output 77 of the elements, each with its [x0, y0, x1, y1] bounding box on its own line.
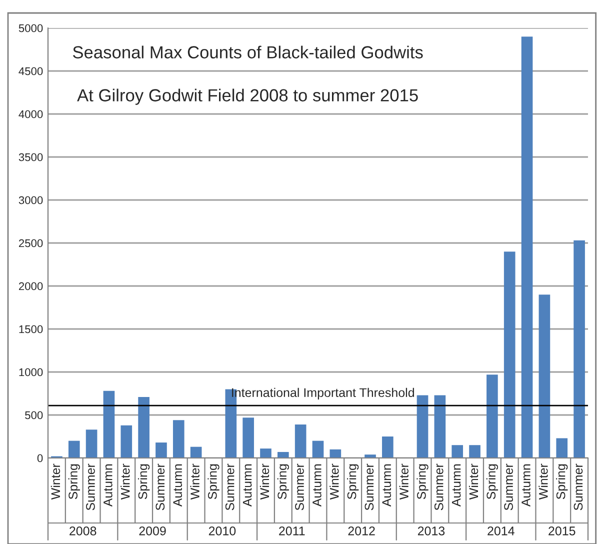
- x-tick-label: Autumn: [104, 464, 112, 507]
- x-tick-label: Winter: [468, 464, 478, 500]
- x-tick-label: Winter: [190, 464, 200, 500]
- bar: [452, 445, 464, 458]
- x-tick-label: Autumn: [522, 464, 530, 507]
- x-tick-label: Spring: [556, 464, 568, 500]
- x-tick-label: Summer: [574, 464, 583, 510]
- x-tick-label: Winter: [120, 464, 130, 500]
- bar: [278, 452, 289, 458]
- x-tick-label: Winter: [399, 464, 408, 500]
- x-tick-label: Summer: [225, 464, 234, 510]
- text: 2008: [70, 526, 96, 536]
- y-tick-label: 2000: [18, 282, 43, 290]
- x-tick-label: Winter: [260, 464, 270, 500]
- x-tick-label: Spring: [138, 464, 150, 500]
- bar: [190, 446, 202, 458]
- bar: [156, 442, 167, 458]
- bar: [242, 418, 254, 458]
- x-tick-label: Autumn: [382, 464, 392, 507]
- text: 2009: [139, 526, 166, 536]
- x-tick-label: Autumn: [452, 464, 461, 507]
- bar: [294, 424, 306, 458]
- x-tick-label: Summer: [156, 464, 165, 510]
- y-tick-label: 0: [37, 454, 43, 462]
- bar: [312, 440, 324, 458]
- x-tick-label: Summer: [295, 464, 304, 510]
- bar: [86, 430, 98, 458]
- x-tick-label: Spring: [416, 464, 428, 500]
- bar: [330, 449, 342, 458]
- x-tick-label: Winter: [50, 464, 60, 500]
- y-tick-label: 5000: [18, 24, 43, 32]
- x-tick-label: Autumn: [242, 464, 252, 507]
- bar: [260, 448, 272, 458]
- x-tick-label: Autumn: [312, 464, 322, 507]
- text: 2015: [548, 526, 576, 536]
- x-tick-label: Spring: [486, 464, 498, 500]
- bar: [120, 425, 132, 458]
- bar: [416, 395, 428, 458]
- bar: [68, 440, 80, 458]
- x-tick-label: Winter: [330, 464, 339, 500]
- y-tick-label: 4000: [18, 110, 43, 118]
- x-tick-label: Summer: [434, 464, 444, 510]
- text: 2010: [208, 526, 236, 536]
- text: 2012: [348, 526, 375, 536]
- y-tick-label: 500: [25, 411, 43, 420]
- bar: [486, 374, 498, 458]
- y-tick-label: 4500: [18, 67, 43, 76]
- bar: [172, 420, 184, 458]
- bar: [103, 390, 115, 458]
- x-tick-label: Spring: [347, 464, 359, 500]
- x-tick-label: Autumn: [173, 464, 182, 507]
- text: 2013: [418, 526, 445, 536]
- text: Seasonal Max Counts of Black-tailed Godwits: [72, 46, 423, 58]
- y-tick-label: 2500: [18, 239, 43, 248]
- bar: [574, 240, 585, 458]
- x-tick-label: Summer: [364, 464, 374, 510]
- y-tick-label: 3000: [18, 196, 43, 204]
- text: At Gilroy Godwit Field 2008 to summer 2015: [77, 88, 418, 105]
- text: 2014: [488, 526, 514, 536]
- y-tick-label: 3500: [18, 153, 43, 162]
- bar: [504, 252, 516, 458]
- bar: [521, 36, 533, 458]
- bar: [138, 396, 150, 458]
- x-tick-label: Summer: [504, 464, 513, 510]
- bar: [556, 438, 568, 458]
- bar: [434, 395, 446, 458]
- x-tick-label: Spring: [208, 464, 220, 500]
- bar: [382, 436, 394, 458]
- bar: [538, 294, 550, 458]
- x-tick-label: Summer: [86, 464, 95, 510]
- x-tick-label: Spring: [277, 464, 289, 500]
- y-tick-label: 1000: [19, 368, 43, 376]
- x-tick-label: Winter: [538, 464, 548, 500]
- text: 2011: [279, 526, 305, 536]
- y-tick-label: 1500: [19, 325, 43, 334]
- x-tick-label: Spring: [68, 464, 80, 500]
- bar: [469, 445, 480, 458]
